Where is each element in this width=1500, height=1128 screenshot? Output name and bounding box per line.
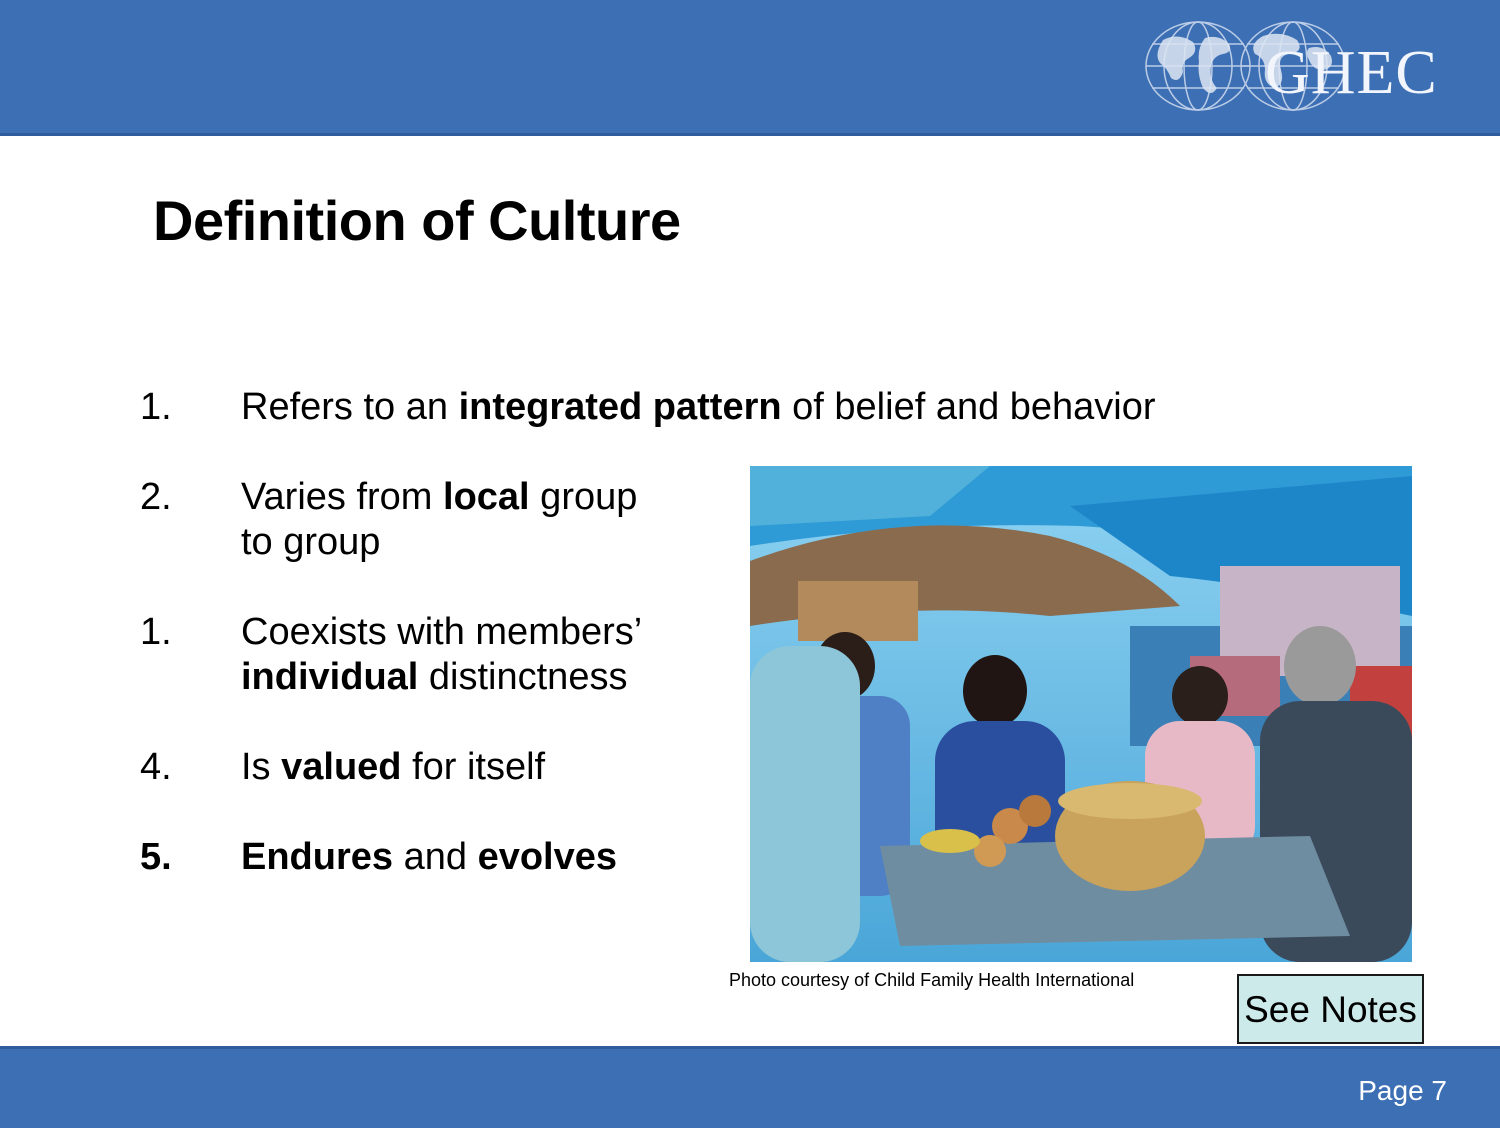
footer-band: Page 7: [0, 1046, 1500, 1128]
item-text: Varies from local group to group: [241, 476, 638, 563]
item-number: 1.: [140, 611, 172, 653]
item-text: Endures and evolves: [241, 836, 618, 878]
header-band: GHEC: [0, 0, 1500, 136]
market-photo: [750, 466, 1412, 962]
ghec-logo: GHEC: [1143, 18, 1473, 116]
item-number: 2.: [140, 476, 172, 518]
globe-icon: [1145, 21, 1346, 111]
photo-caption: Photo courtesy of Child Family Health In…: [729, 970, 1135, 990]
item-number: 1.: [140, 386, 172, 428]
slide-title: Definition of Culture: [153, 189, 681, 252]
item-text: Refers to an integrated pattern of belie…: [241, 386, 1156, 428]
see-notes-button[interactable]: See Notes: [1237, 974, 1424, 1044]
item-number: 5.: [140, 836, 172, 878]
item-number: 4.: [140, 746, 172, 788]
logo-text: GHEC: [1265, 39, 1438, 107]
page-number: Page 7: [1358, 1075, 1447, 1106]
item-text: Coexists with members’ individual distinc…: [241, 611, 643, 698]
item-text: Is valued for itself: [241, 746, 546, 788]
